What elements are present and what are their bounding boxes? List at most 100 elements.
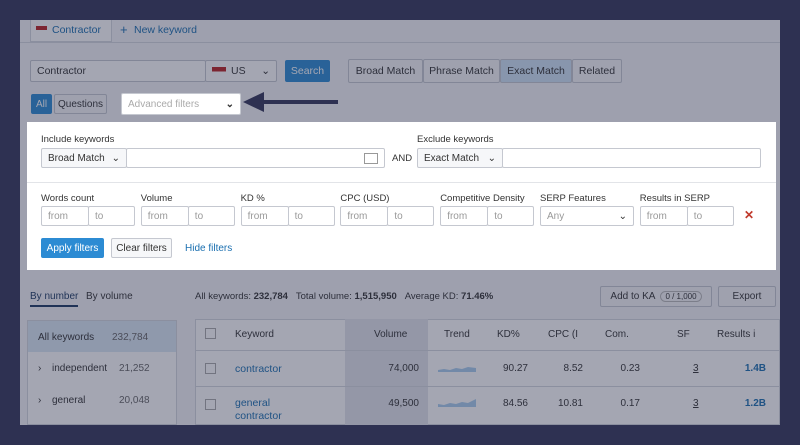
summary-value: 232,784 xyxy=(253,291,288,302)
search-button[interactable]: Search xyxy=(285,60,330,82)
column-header[interactable]: Volume xyxy=(374,329,408,340)
cell[interactable]: 3 xyxy=(693,398,699,409)
app: Contractor + New keyword Contractor US ⌄… xyxy=(20,20,780,425)
cell[interactable]: 3 xyxy=(693,363,699,374)
filter-label: Volume xyxy=(140,193,173,204)
column-header[interactable]: Trend xyxy=(444,329,470,340)
from-input[interactable]: from xyxy=(140,206,189,226)
from-input[interactable]: from xyxy=(639,206,688,226)
and-label: AND xyxy=(392,153,413,164)
tab[interactable]: Contractor xyxy=(52,24,102,36)
add-button[interactable]: Add to KA 0 / 1,000 xyxy=(600,286,712,307)
from-input[interactable]: from xyxy=(240,206,289,226)
select-value: Any xyxy=(547,210,565,222)
summary-label: Average KD: xyxy=(404,291,459,302)
filter-label: CPC (USD) xyxy=(340,193,390,204)
summary-label: Total volume: xyxy=(295,291,352,302)
plus-icon: + xyxy=(120,22,128,37)
summary-label: All keywords: xyxy=(195,291,251,302)
table xyxy=(195,319,780,425)
cell[interactable]: 1.2B xyxy=(744,398,766,409)
summary: All keywords: 232,784 Total volume: 1,51… xyxy=(195,291,493,302)
divider xyxy=(27,182,776,183)
to-input[interactable]: to xyxy=(686,206,734,226)
from-input[interactable]: from xyxy=(440,206,489,226)
pointer-arrow xyxy=(243,92,338,112)
advanced-filters-select[interactable]: Advanced filters ⌄ xyxy=(121,93,241,115)
toggle-all[interactable]: All xyxy=(31,94,52,114)
cell: 49,500 xyxy=(388,398,419,409)
apply-button[interactable]: Apply filters xyxy=(41,238,104,258)
field-label: Include keywords xyxy=(41,134,115,145)
group-count: 21,252 xyxy=(119,363,150,374)
exclude-input[interactable] xyxy=(502,148,761,168)
sparkline xyxy=(438,367,476,372)
sidebar-tab[interactable]: By number xyxy=(30,291,79,307)
cell: 10.81 xyxy=(557,398,583,409)
chevron: ⌄ xyxy=(618,210,627,222)
chevron: ⌄ xyxy=(111,152,120,164)
column-header[interactable]: SF xyxy=(677,329,690,340)
summary-value: 71.46% xyxy=(461,291,494,302)
hide-link[interactable]: Hide filters xyxy=(185,243,233,254)
group-count: 232,784 xyxy=(112,332,149,343)
column-header[interactable]: Com. xyxy=(605,329,629,340)
group-name[interactable]: All keywords xyxy=(38,332,95,343)
summary-value: 1,515,950 xyxy=(354,291,397,302)
chevron: › xyxy=(38,363,42,374)
checkbox[interactable] xyxy=(205,328,216,339)
clear-button[interactable]: Clear filters xyxy=(111,238,172,258)
group-name[interactable]: independent xyxy=(52,363,108,374)
column-header[interactable]: CPC (I xyxy=(548,329,578,340)
match-select[interactable]: Exact Match ⌄ xyxy=(417,148,503,168)
match-button[interactable]: Broad Match xyxy=(348,59,423,83)
include-input[interactable] xyxy=(126,148,385,168)
list-icon xyxy=(364,152,378,164)
checkbox[interactable] xyxy=(205,399,216,410)
column-header[interactable]: Keyword xyxy=(235,329,274,340)
export-button[interactable]: Export xyxy=(718,286,776,307)
to-input[interactable]: to xyxy=(487,206,535,226)
trend-sparkline xyxy=(438,399,476,407)
country: US xyxy=(231,65,246,77)
checkbox[interactable] xyxy=(205,363,216,374)
sidebar-active xyxy=(28,321,176,352)
from-input[interactable]: from xyxy=(340,206,389,226)
keyword-link[interactable]: general contractor xyxy=(235,397,282,422)
column-header[interactable]: Results i xyxy=(717,329,756,340)
chevron: ⌄ xyxy=(261,65,270,77)
tab[interactable]: New keyword xyxy=(134,24,198,36)
to-input[interactable]: to xyxy=(187,206,235,226)
cell: 84.56 xyxy=(502,398,528,409)
clear-icon[interactable]: ✕ xyxy=(744,208,755,222)
chevron: ⌄ xyxy=(487,152,496,164)
divider xyxy=(20,42,780,43)
match-button[interactable]: Related xyxy=(572,59,622,83)
match-button[interactable]: Phrase Match xyxy=(423,59,500,83)
match-label: Broad Match xyxy=(48,152,105,164)
advanced-filters-label: Advanced filters xyxy=(128,98,200,110)
match-select[interactable]: Broad Match ⌄ xyxy=(41,148,127,168)
to-input[interactable]: to xyxy=(387,206,435,226)
from-input[interactable]: from xyxy=(41,206,89,226)
cell: 0.23 xyxy=(620,363,640,374)
column-header[interactable]: KD% xyxy=(497,329,520,340)
keyword-link[interactable]: contractor xyxy=(235,363,282,375)
filter-panel: Include keywords Broad Match ⌄ AND Exclud… xyxy=(27,122,776,270)
sidebar-tab[interactable]: By volume xyxy=(86,291,133,302)
match-button-active[interactable]: Exact Match xyxy=(500,59,572,83)
trend-sparkline xyxy=(438,367,476,372)
filter-select[interactable]: Any ⌄ xyxy=(540,206,634,226)
group-count: 20,048 xyxy=(119,395,150,406)
group-name[interactable]: general xyxy=(52,395,86,406)
chevron: › xyxy=(38,395,42,406)
search-input[interactable]: Contractor xyxy=(30,60,206,82)
field-label: Exclude keywords xyxy=(417,134,494,145)
to-input[interactable]: to xyxy=(287,206,335,226)
country-select[interactable]: US ⌄ xyxy=(205,60,277,82)
toggle-questions[interactable]: Questions xyxy=(54,94,107,114)
tab-active[interactable] xyxy=(30,20,112,42)
to-input[interactable]: to xyxy=(88,206,135,226)
row-divider xyxy=(195,350,780,351)
cell[interactable]: 1.4B xyxy=(744,363,766,374)
